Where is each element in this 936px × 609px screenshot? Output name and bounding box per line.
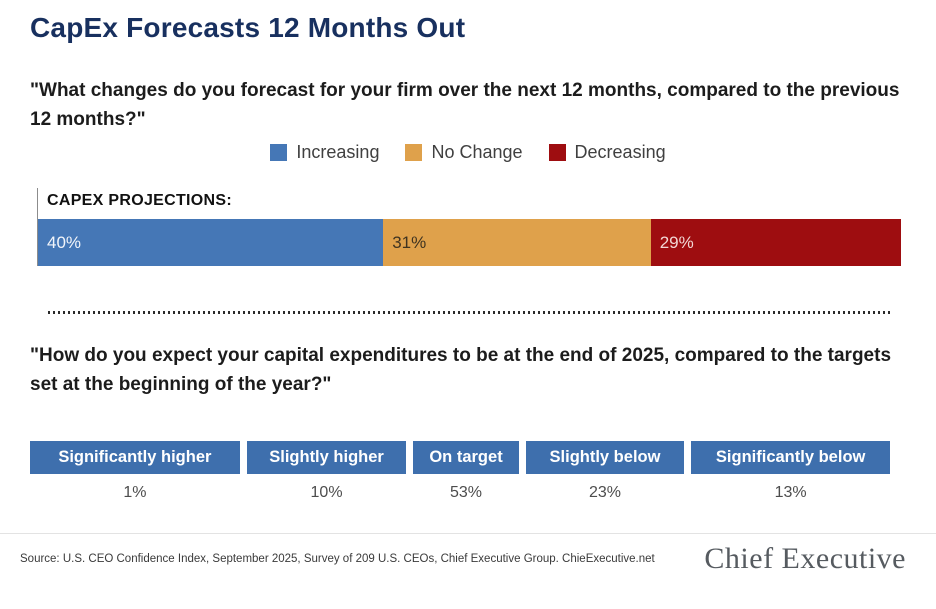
capex-projections-chart: CAPEX PROJECTIONS: 40% 31% 29%: [37, 188, 901, 266]
chart-title: CAPEX PROJECTIONS:: [47, 192, 232, 209]
table-value: 23%: [588, 484, 621, 501]
page-title: CapEx Forecasts 12 Months Out: [30, 12, 466, 43]
column-header: Significantly below: [691, 441, 890, 474]
stacked-bar: 40% 31% 29%: [38, 219, 901, 266]
table-header-row: Significantly higher Slightly higher On …: [30, 441, 890, 474]
legend-label: Increasing: [296, 142, 380, 162]
legend-item-decreasing: Decreasing: [548, 142, 666, 163]
bar-segment-label: 40%: [47, 232, 82, 252]
chief-executive-logo: Chief Executive: [704, 542, 906, 575]
legend-item-increasing: Increasing: [270, 142, 379, 163]
bar-segment-increasing: 40%: [38, 219, 384, 266]
footer: Source: U.S. CEO Confidence Index, Septe…: [20, 538, 906, 580]
footer-divider: [0, 533, 936, 534]
column-header: Slightly below: [525, 441, 685, 474]
source-citation: Source: U.S. CEO Confidence Index, Septe…: [20, 553, 655, 565]
table-value-row: 1% 10% 53% 23% 13%: [30, 474, 890, 506]
decreasing-swatch-icon: [548, 144, 566, 161]
table-value: 53%: [450, 484, 483, 501]
increasing-swatch-icon: [270, 144, 288, 161]
legend-label: Decreasing: [574, 142, 666, 162]
table-value: 1%: [123, 484, 147, 501]
expenditure-table: Significantly higher Slightly higher On …: [30, 441, 890, 506]
dotted-divider: [48, 311, 890, 314]
chart-legend: Increasing No Change Decreasing: [0, 142, 936, 163]
table-value: 10%: [310, 484, 343, 501]
column-header: Significantly higher: [30, 441, 240, 474]
bar-segment-no-change: 31%: [383, 219, 651, 266]
bar-segment-label: 29%: [659, 232, 694, 252]
legend-item-no-change: No Change: [405, 142, 523, 163]
column-header: On target: [413, 441, 519, 474]
bar-segment-label: 31%: [392, 232, 427, 252]
survey-question-1: "What changes do you forecast for your f…: [30, 80, 900, 130]
bar-segment-decreasing: 29%: [650, 219, 901, 266]
column-header: Slightly higher: [246, 441, 407, 474]
survey-question-2: "How do you expect your capital expendit…: [30, 345, 892, 395]
no-change-swatch-icon: [405, 144, 423, 161]
table-value: 13%: [774, 484, 807, 501]
legend-label: No Change: [431, 142, 523, 162]
